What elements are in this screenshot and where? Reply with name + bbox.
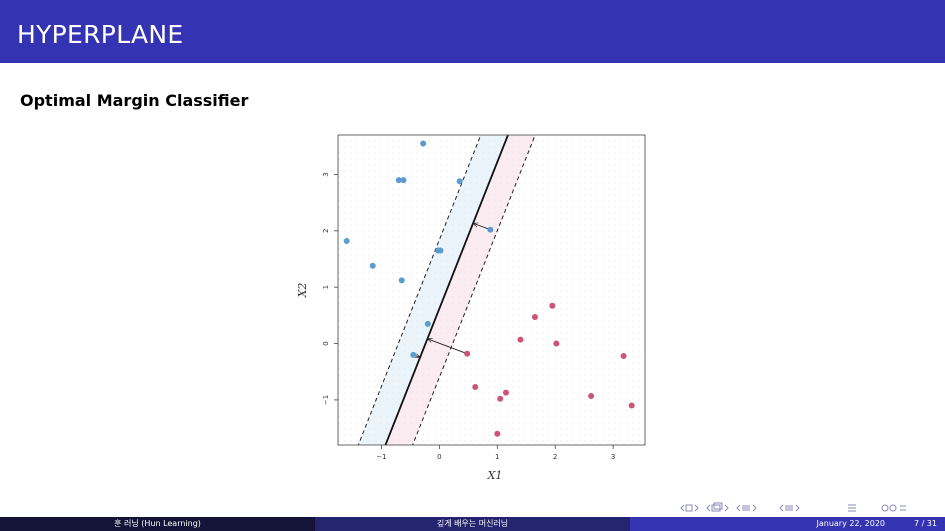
svm-figure: −1 0 1 2 3 −1 0 1 2 3 X1 X2 [290, 128, 660, 488]
blue-data-point [487, 226, 494, 233]
subsubsection-prev-icon[interactable] [779, 504, 793, 512]
red-data-point [553, 340, 560, 347]
blue-data-point [424, 320, 431, 327]
red-data-point [628, 402, 635, 409]
upper-margin-line [357, 135, 482, 445]
beamer-navigation [680, 500, 945, 514]
search-icon[interactable] [881, 504, 906, 512]
blue-data-point [400, 177, 407, 184]
footer-title: 깊게 배우는 머신러닝 [315, 517, 630, 531]
x-tick-label: 2 [553, 453, 557, 461]
x-tick-label: 1 [495, 453, 499, 461]
x-tick-label: 0 [437, 453, 441, 461]
blue-data-point [437, 247, 444, 254]
x-tick-label: 3 [611, 453, 615, 461]
subsubsection-next-icon[interactable] [795, 504, 800, 512]
footer-author: 훈 러닝 (Hun Learning) [0, 517, 315, 531]
blue-data-point [420, 140, 427, 147]
plot-frame [337, 134, 646, 446]
blue-data-point [456, 178, 463, 185]
red-data-point [502, 389, 509, 396]
red-margin-region [385, 135, 536, 445]
slide-header: HYPERPLANE [0, 0, 945, 63]
blue-data-point [395, 177, 402, 184]
x-axis-label: X1 [487, 469, 503, 482]
separating-hyperplane [384, 135, 509, 445]
lower-margin-line [412, 135, 536, 445]
y-tick-label: −1 [322, 395, 330, 405]
red-data-point [497, 395, 504, 402]
footer-date: January 22, 2020 [816, 519, 886, 528]
red-data-point [494, 430, 501, 437]
page-number: 7 / 31 [913, 519, 937, 528]
y-tick-label: 3 [322, 172, 330, 176]
blue-data-point [343, 237, 350, 244]
blue-data-point [398, 277, 405, 284]
blue-data-point [369, 262, 376, 269]
red-data-point [588, 392, 595, 399]
section-prev-icon[interactable] [736, 504, 750, 512]
blue-margin-region [358, 135, 508, 445]
subsection-next-icon[interactable] [724, 504, 729, 512]
blue-data-point [410, 351, 417, 358]
frame-next-icon[interactable] [694, 504, 699, 512]
footer-right: January 22, 2020 7 / 31 [630, 517, 945, 531]
red-data-point [549, 302, 556, 309]
y-tick-label: 1 [322, 285, 330, 289]
red-data-point [531, 314, 538, 321]
y-tick-label: 2 [322, 229, 330, 233]
red-data-point [472, 383, 479, 390]
margin-arrow [427, 339, 468, 355]
y-axis-label: X2 [296, 283, 309, 299]
subsection-prev-icon[interactable] [706, 502, 723, 512]
red-data-point [620, 352, 627, 359]
section-next-icon[interactable] [752, 504, 757, 512]
red-data-point [464, 350, 471, 357]
margin-arrow [473, 223, 491, 231]
y-tick-label: 0 [322, 341, 330, 345]
red-data-point [517, 336, 524, 343]
slide-title: HYPERPLANE [17, 20, 184, 49]
frame-subtitle: Optimal Margin Classifier [20, 91, 249, 110]
svm-chart: −1 0 1 2 3 −1 0 1 2 3 X1 X2 [296, 134, 646, 482]
frame-prev-icon[interactable] [680, 504, 693, 512]
align-icon[interactable] [848, 504, 856, 512]
x-tick-label: −1 [376, 453, 386, 461]
slide-footer: 훈 러닝 (Hun Learning) 깊게 배우는 머신러닝 January … [0, 517, 945, 531]
